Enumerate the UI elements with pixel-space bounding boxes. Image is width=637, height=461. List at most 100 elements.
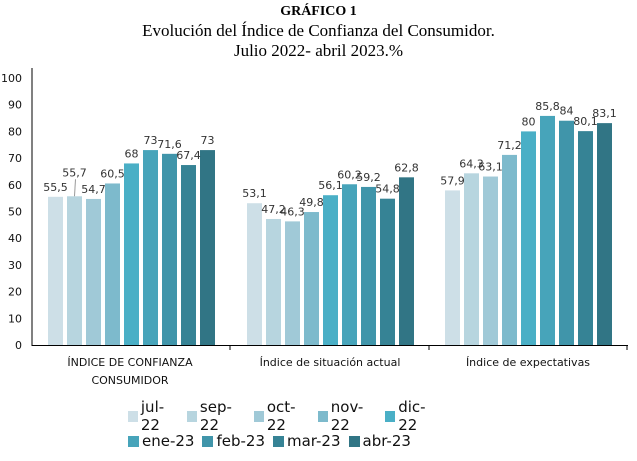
bar (540, 115, 555, 345)
y-tick-label: 40 (8, 232, 22, 245)
y-tick-label: 70 (8, 152, 22, 165)
bar (162, 153, 177, 345)
y-tick-label: 10 (8, 312, 22, 325)
data-label: 80 (522, 115, 536, 128)
legend-swatch (273, 435, 284, 447)
y-tick-label: 80 (8, 125, 22, 138)
data-label: 80,1 (573, 115, 598, 128)
data-label: 53,1 (242, 187, 267, 200)
data-label: 64,3 (459, 157, 484, 170)
y-tick-label: 20 (8, 286, 22, 299)
bar (380, 198, 395, 345)
bar (521, 131, 536, 345)
data-label: 54,8 (375, 183, 400, 196)
legend-swatch (128, 435, 139, 447)
chart-label: GRÁFICO 1 (280, 4, 357, 19)
category-label: CONSUMIDOR (91, 374, 168, 387)
data-label: 46,3 (280, 205, 305, 218)
data-label: 49,8 (299, 196, 324, 209)
legend-swatch (202, 435, 214, 447)
bar (48, 196, 63, 345)
data-label: 83,1 (592, 107, 617, 120)
leader-line (74, 179, 76, 197)
bar (502, 154, 517, 345)
legend-label: sep-22 (199, 398, 232, 434)
legend-item: jul-22 (128, 398, 179, 434)
data-label: 67,4 (176, 149, 201, 162)
data-label: 73 (144, 134, 158, 147)
legend-item: mar-23 (273, 432, 341, 450)
legend-swatch (348, 435, 360, 447)
legend-label: ene-23 (142, 432, 195, 450)
legend-label: jul-22 (140, 398, 165, 434)
legend-label: oct-22 (266, 398, 296, 434)
data-label: 84 (560, 105, 574, 118)
legend-item: sep-22 (187, 398, 246, 434)
y-tick-label: 90 (8, 99, 22, 112)
data-label: 56,1 (318, 179, 343, 192)
data-label: 60,5 (100, 167, 125, 180)
legend-row: ene-23 feb-23 mar-23 abr-23 (128, 429, 448, 453)
bar (342, 184, 357, 345)
y-tick-label: 100 (1, 72, 22, 85)
legend-row: jul-22 sep-22 oct-22 nov-22 dic-22 (128, 398, 448, 434)
bar (247, 203, 262, 345)
category-label: Índice de expectativas (466, 356, 590, 369)
legend-swatch (317, 410, 328, 422)
data-label: 71,6 (157, 138, 182, 151)
bar (266, 218, 281, 345)
category-label: Índice de situación actual (260, 356, 401, 369)
bar (200, 150, 215, 345)
bar (105, 183, 120, 345)
data-label: 59,2 (356, 171, 381, 184)
data-label: 57,9 (440, 174, 465, 187)
bar (445, 190, 460, 345)
legend-label: abr-23 (362, 432, 411, 450)
data-label: 47,2 (261, 203, 286, 216)
chart-title: Evolución del Índice de Confianza del Co… (142, 21, 495, 40)
legend-item: nov-22 (317, 398, 377, 434)
bar (304, 212, 319, 345)
bar (86, 198, 101, 345)
legend-swatch (253, 410, 264, 422)
bar (361, 186, 376, 345)
bar (181, 165, 196, 345)
legend-item: abr-23 (348, 432, 411, 450)
legend-label: feb-23 (216, 432, 265, 450)
data-label: 55,7 (62, 166, 87, 179)
bar (559, 120, 574, 345)
bar (483, 176, 498, 345)
data-label: 55,5 (43, 181, 68, 194)
legend-label: mar-23 (287, 432, 341, 450)
y-tick-label: 0 (15, 339, 22, 352)
legend-swatch (128, 410, 138, 422)
bar (323, 195, 338, 345)
y-tick-label: 60 (8, 179, 22, 192)
legend: jul-22 sep-22 oct-22 nov-22 dic-22 ene-23 feb-… (128, 398, 448, 454)
legend-item: ene-23 (128, 432, 194, 450)
bar (597, 123, 612, 345)
legend-swatch (187, 410, 197, 422)
data-label: 62,8 (394, 161, 419, 174)
legend-item: oct-22 (253, 398, 310, 434)
bar (578, 131, 593, 345)
y-tick-label: 30 (8, 259, 22, 272)
data-label: 85,8 (535, 100, 560, 113)
legend-swatch (385, 410, 396, 422)
bar (124, 163, 139, 345)
legend-label: nov-22 (330, 398, 364, 434)
bar (285, 221, 300, 345)
legend-item: dic-22 (385, 398, 440, 434)
data-label: 54,7 (81, 183, 106, 196)
bar (67, 196, 82, 345)
data-label: 71,2 (497, 139, 522, 152)
data-label: 73 (201, 134, 215, 147)
legend-label: dic-22 (398, 398, 426, 434)
bar (399, 177, 414, 345)
legend-item: feb-23 (202, 432, 265, 450)
bar (143, 150, 158, 345)
y-tick-label: 50 (8, 206, 22, 219)
data-label: 60,2 (337, 168, 362, 181)
data-label: 68 (125, 147, 139, 160)
